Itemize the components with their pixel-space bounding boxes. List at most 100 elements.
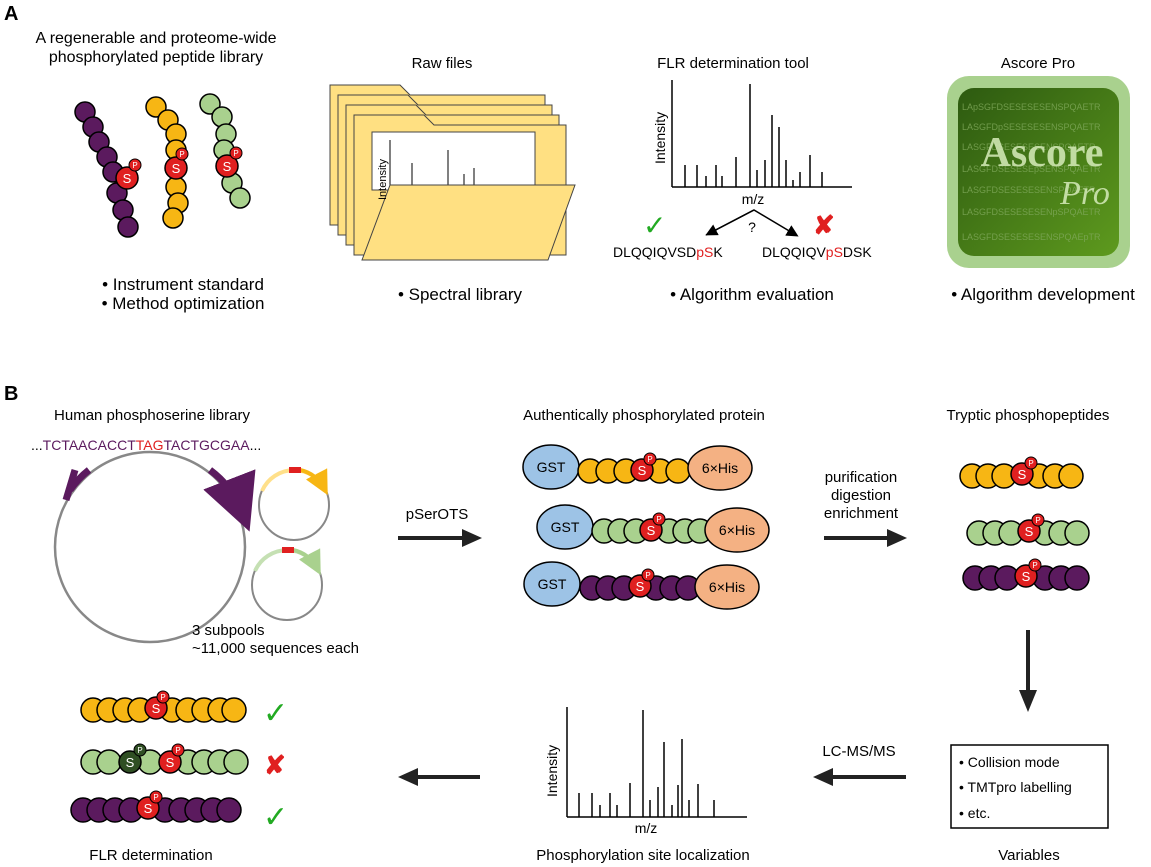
tryptic-green: [966, 513, 1090, 546]
flr-right-sequence: DLQQIQVpSDSK: [762, 244, 872, 260]
protein-yellow-gst: GST: [537, 459, 566, 475]
tryptic-title: Tryptic phosphopeptides: [947, 407, 1110, 424]
tryptic-purple-p: P: [1032, 561, 1037, 570]
svg-text:P: P: [233, 149, 238, 158]
phosphoserine-a2: S P: [164, 147, 189, 180]
flr-tool-branch-arrows: [705, 209, 799, 237]
arrow-icon: [1019, 630, 1037, 712]
panel-b-letter: B: [4, 383, 18, 405]
ascore-bg-line-1: LApSGFDSESESESENSPQAETR: [962, 102, 1101, 112]
library-b-title: Human phosphoserine library: [54, 407, 250, 424]
ascore-bg-line-2: LASGFDpSESESESENSPQAETR: [962, 122, 1101, 132]
raw-files-bullet: • Spectral library: [398, 285, 523, 304]
library-bullet-2: • Method optimization: [102, 294, 265, 313]
raw-files-title: Raw files: [412, 55, 473, 72]
arrow-icon: [813, 768, 906, 786]
protein-green-p: P: [656, 515, 661, 524]
raw-files-axis-label: Intensity: [377, 159, 389, 200]
subpools-line1: 3 subpools: [192, 622, 265, 639]
ascore-logo-word1: Ascore: [981, 130, 1104, 176]
phosphoserine-a3: S P: [215, 146, 243, 178]
ascore-bg-line-5: LASGFDSESESESENSPQAETR: [962, 185, 1096, 195]
variable-item-3: • etc.: [959, 805, 990, 821]
svg-text:S: S: [123, 171, 132, 186]
svg-text:P: P: [179, 150, 184, 159]
tryptic-yellow-s: S: [1018, 467, 1027, 482]
protein-purple-p: P: [645, 571, 650, 580]
flr-tool-xlabel: m/z: [742, 191, 765, 207]
flr-peptide-green-s1: S: [126, 755, 135, 770]
svg-text:S: S: [223, 159, 232, 174]
flr-peptide-green-s2: S: [166, 755, 175, 770]
arrow-icon: [824, 529, 907, 547]
flr-peptide-purple: [70, 790, 242, 823]
arrow-icon: [398, 768, 480, 786]
variables-caption: Variables: [998, 847, 1059, 864]
variable-item-1: • Collision mode: [959, 754, 1060, 770]
ascore-bg-line-3: LASGFDSESESESENSPQAETR: [962, 142, 1096, 152]
protein-title: Authentically phosphorylated protein: [523, 407, 765, 424]
flr-peptide-purple-s: S: [144, 801, 153, 816]
cross-icon: ✘: [813, 210, 835, 240]
tryptic-green-s: S: [1025, 524, 1034, 539]
svg-text:S: S: [172, 161, 181, 176]
protein-purple-his: 6×His: [709, 579, 745, 595]
protein-yellow-p: P: [647, 455, 652, 464]
protein-purple-gst: GST: [538, 576, 567, 592]
tryptic-purple: [962, 558, 1090, 591]
cross-icon: ✘: [264, 750, 286, 780]
flr-peptide-yellow-s: S: [152, 701, 161, 716]
variables-box: [950, 744, 1109, 829]
localization-ylabel: Intensity: [544, 745, 560, 797]
tryptic-green-p: P: [1035, 516, 1040, 525]
flr-peptide-green-p1: P: [137, 746, 142, 755]
arrow2-line2: digestion: [831, 487, 891, 504]
arrow2-line1: purification: [825, 469, 898, 486]
green-peptide-chain: [199, 93, 251, 209]
folder-icon: [329, 84, 576, 261]
localization-spectrum: [566, 707, 747, 818]
arrow2-line3: enrichment: [824, 505, 899, 522]
ascore-logo-word2: Pro: [1059, 175, 1110, 212]
flr-tool-bullet: • Algorithm evaluation: [670, 285, 834, 304]
flr-peptide-yellow: [80, 690, 247, 723]
protein-green-s: S: [647, 523, 656, 538]
flr-peptide-green: [80, 743, 249, 775]
tryptic-purple-s: S: [1022, 569, 1031, 584]
localization-caption: Phosphorylation site localization: [536, 847, 749, 864]
ascore-bg-line-7: LASGFDSESESESENSPQAEpTR: [962, 232, 1101, 242]
library-title-line2: phosphorylated peptide library: [49, 49, 263, 66]
subpool-plasmid-yellow: [258, 467, 330, 541]
protein-yellow-s: S: [638, 463, 647, 478]
localization-xlabel: m/z: [635, 820, 658, 836]
variable-item-2: • TMTpro labelling: [959, 779, 1072, 795]
yellow-peptide-chain: [145, 96, 189, 229]
plasmid-icon: [53, 450, 256, 644]
flr-peptide-green-p2: P: [175, 746, 180, 755]
library-bullet-1: • Instrument standard: [102, 275, 264, 294]
flr-peptide-yellow-p: P: [160, 693, 165, 702]
protein-green-his: 6×His: [719, 522, 755, 538]
flr-tool-spectrum: [671, 80, 852, 188]
library-sequence: ...TCTAACACCTTAGTACTGCGAA...: [31, 437, 261, 453]
subpool-plasmid-green: [251, 547, 323, 621]
protein-green-gst: GST: [551, 519, 580, 535]
arrow3-label: LC-MS/MS: [822, 743, 895, 760]
flr-tool-title: FLR determination tool: [657, 55, 809, 72]
flr-peptide-purple-p: P: [153, 793, 158, 802]
flr-tool-ylabel: Intensity: [652, 112, 668, 164]
panel-a-letter: A: [4, 3, 18, 25]
ascore-bg-line-6: LASGFDSESESESENpSPQAETR: [962, 207, 1101, 217]
ascore-logo: LApSGFDSESESESENSPQAETR LASGFDpSESESESEN…: [947, 76, 1130, 268]
protein-purple: [523, 561, 760, 610]
flr-determination-caption: FLR determination: [89, 847, 212, 864]
ascore-bullet: • Algorithm development: [951, 285, 1135, 304]
subpools-line2: ~11,000 sequences each: [192, 640, 359, 657]
tryptic-yellow-p: P: [1028, 459, 1033, 468]
ascore-title: Ascore Pro: [1001, 55, 1075, 72]
flr-tool-question: ?: [748, 219, 756, 235]
phosphoserine-a1: S P: [115, 158, 142, 190]
protein-yellow: [522, 444, 753, 491]
arrow1-label: pSerOTS: [406, 506, 469, 523]
